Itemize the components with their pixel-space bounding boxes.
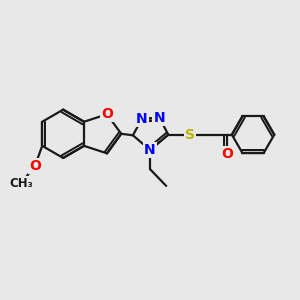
Text: N: N xyxy=(144,143,156,157)
Text: S: S xyxy=(185,128,195,142)
Text: O: O xyxy=(29,159,41,173)
Text: CH₃: CH₃ xyxy=(9,177,33,190)
Text: O: O xyxy=(101,107,113,121)
Text: O: O xyxy=(221,147,233,161)
Text: N: N xyxy=(154,111,165,124)
Text: N: N xyxy=(136,112,148,126)
